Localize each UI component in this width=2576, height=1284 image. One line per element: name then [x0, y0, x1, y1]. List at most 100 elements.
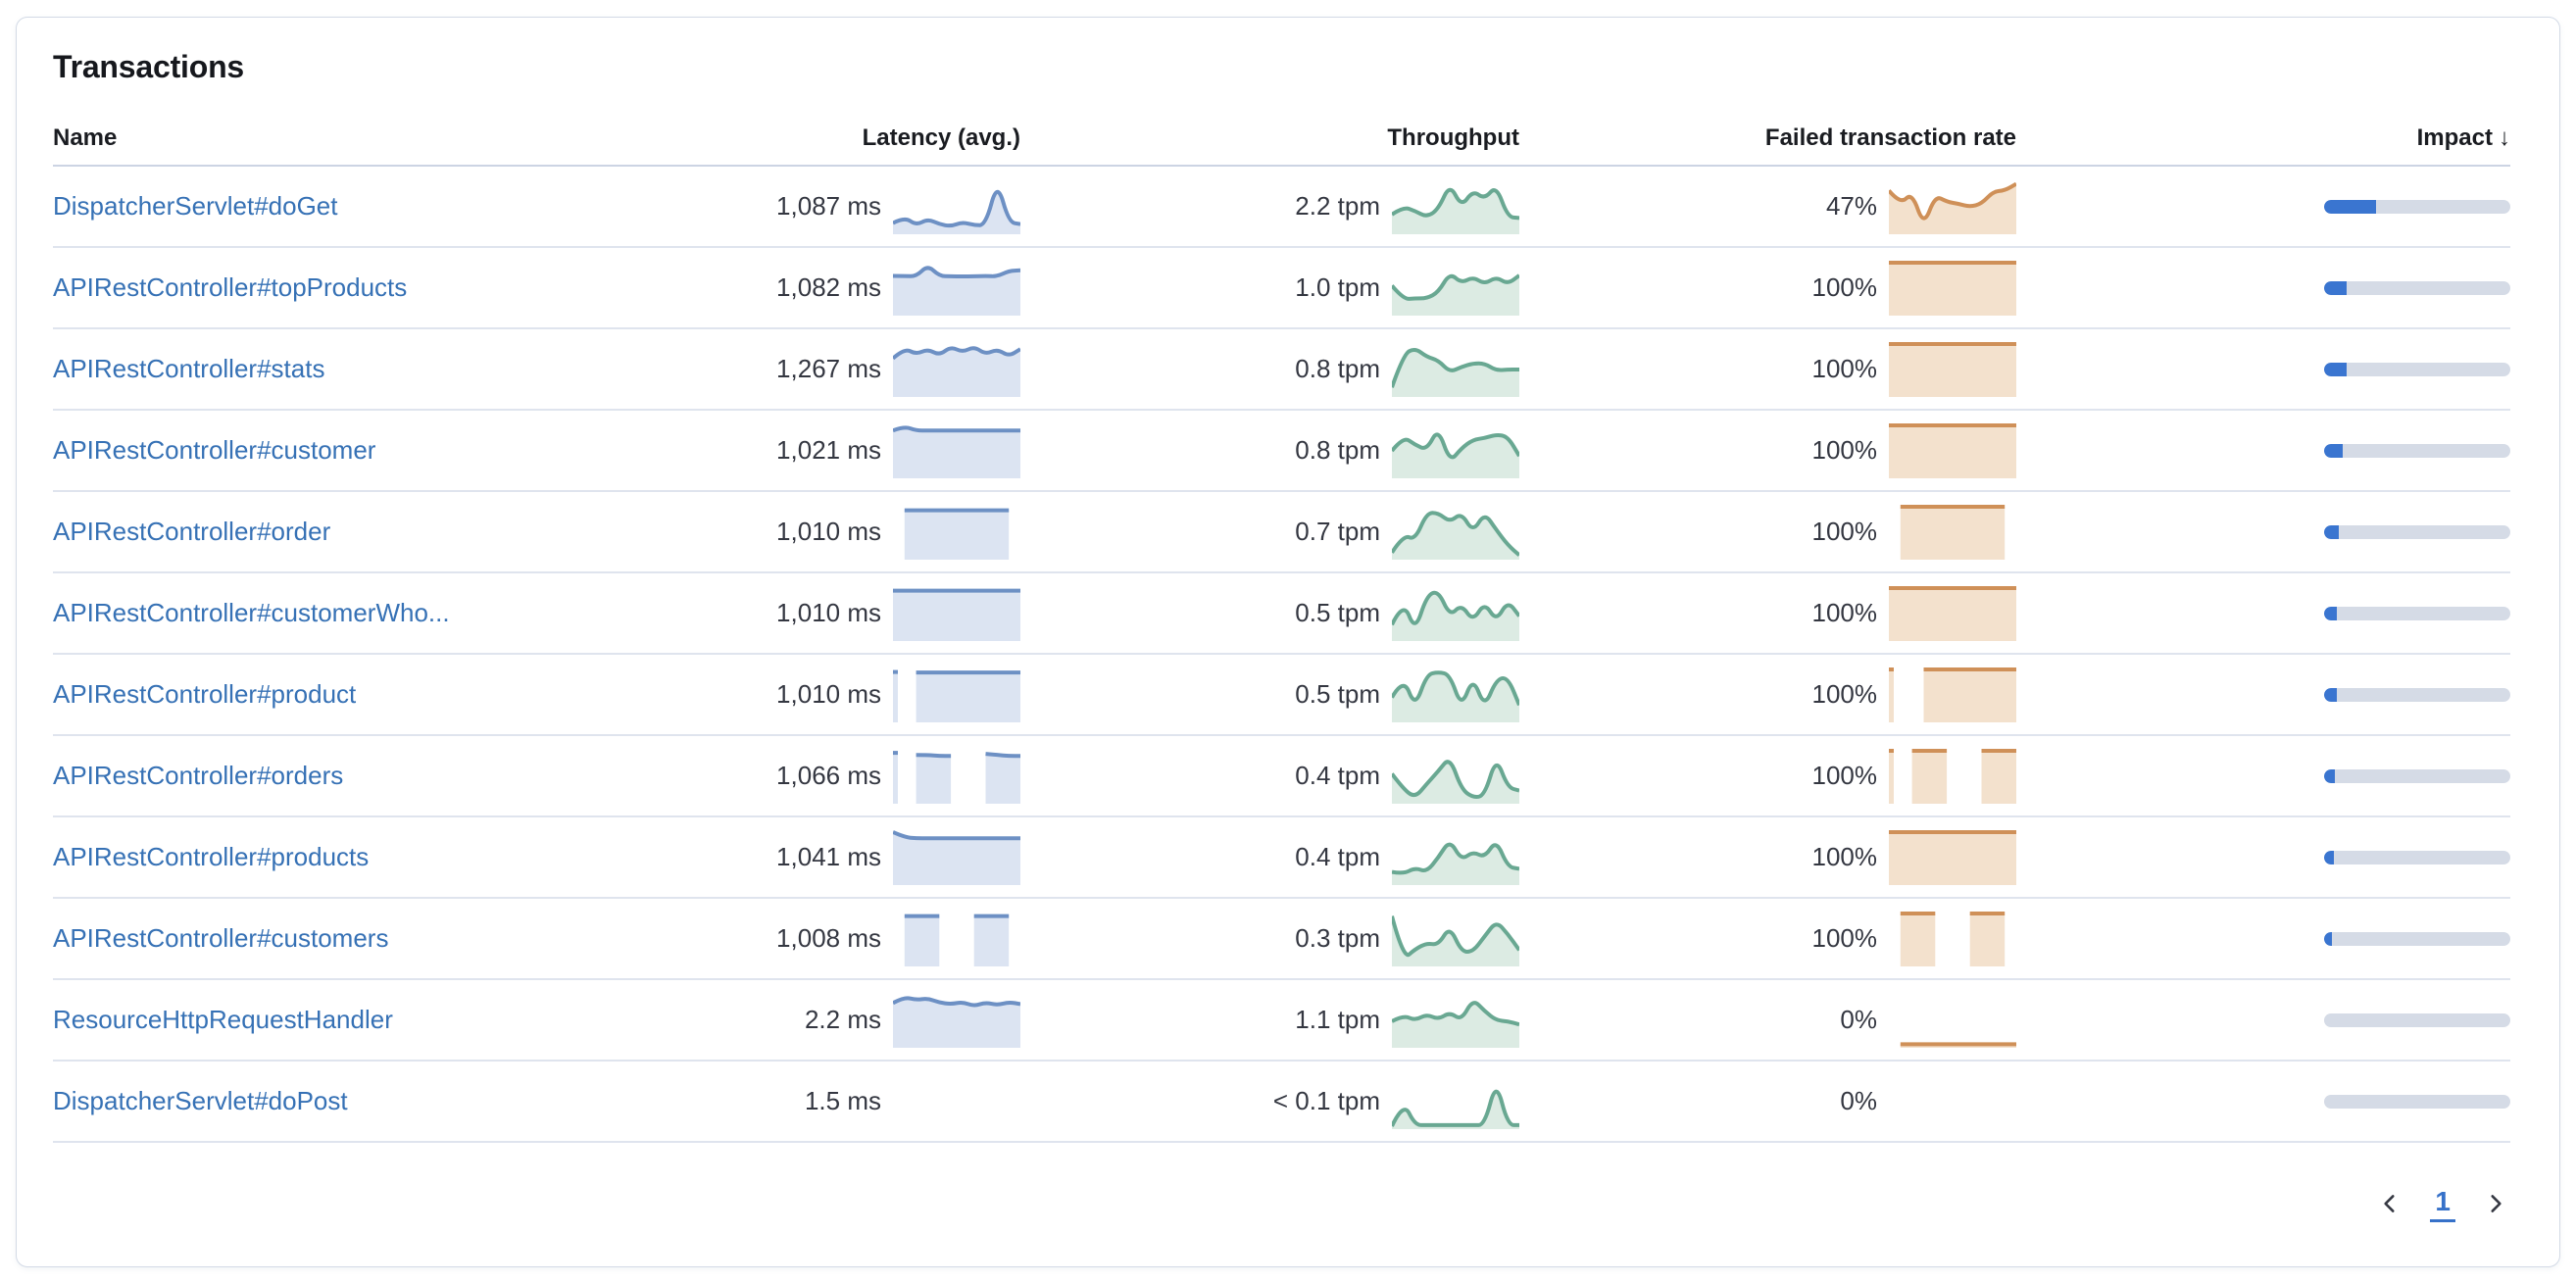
table-row: APIRestController#product 1,010 ms 0.5 tpm…	[53, 655, 2510, 736]
column-header-throughput[interactable]: Throughput	[1387, 124, 1519, 151]
failed-rate-sparkline	[1889, 341, 2016, 397]
transaction-link[interactable]: APIRestController#customer	[53, 435, 376, 465]
table-row: APIRestController#stats 1,267 ms 0.8 tpm 10…	[53, 329, 2510, 411]
impact-cell	[2016, 1012, 2510, 1027]
impact-cell	[2016, 199, 2510, 214]
table-body: DispatcherServlet#doGet 1,087 ms 2.2 tpm 47…	[53, 167, 2510, 1143]
failed-rate-value: 100%	[1811, 842, 1878, 871]
latency-cell: 1,010 ms	[640, 667, 1020, 722]
latency-cell: 1,010 ms	[640, 505, 1020, 560]
throughput-cell: 2.2 tpm	[1020, 179, 1520, 234]
failed-rate-value: 100%	[1811, 435, 1878, 465]
table-row: APIRestController#order 1,010 ms 0.7 tpm 10…	[53, 492, 2510, 573]
failed-rate-value: 0%	[1840, 1005, 1877, 1034]
table-header-row: Name Latency (avg.) Throughput Failed tr…	[53, 112, 2510, 167]
failed-rate-sparkline	[1889, 585, 2016, 641]
impact-bar	[2324, 687, 2510, 702]
transaction-link[interactable]: ResourceHttpRequestHandler	[53, 1005, 393, 1034]
throughput-sparkline	[1391, 993, 1520, 1048]
transaction-link[interactable]: APIRestController#order	[53, 517, 331, 546]
transaction-name-cell: APIRestController#product	[53, 679, 640, 710]
failed-rate-sparkline	[1889, 1074, 2016, 1129]
throughput-sparkline	[1390, 342, 1519, 397]
latency-cell: 1,087 ms	[640, 179, 1021, 234]
table-row: APIRestController#topProducts 1,082 ms 1.0…	[53, 248, 2510, 329]
impact-bar-fill	[2324, 443, 2343, 458]
latency-value: 1,010 ms	[776, 598, 881, 627]
transaction-link[interactable]: APIRestController#orders	[53, 761, 344, 790]
impact-bar	[2324, 280, 2510, 295]
impact-cell	[2016, 524, 2510, 539]
transaction-link[interactable]: APIRestController#stats	[53, 354, 325, 383]
failed-rate-sparkline	[1887, 179, 2017, 234]
throughput-sparkline	[1391, 830, 1520, 885]
transaction-name-cell: ResourceHttpRequestHandler	[53, 1005, 640, 1035]
column-header-name[interactable]: Name	[53, 124, 118, 151]
transaction-name-cell: APIRestController#customers	[53, 923, 640, 954]
impact-bar	[2324, 199, 2510, 214]
failed-rate-cell: 0%	[1519, 1074, 2016, 1129]
table-row: APIRestController#orders 1,066 ms 0.4 tpm 1…	[53, 736, 2510, 817]
column-header-latency[interactable]: Latency (avg.)	[862, 124, 1020, 151]
failed-rate-value: 100%	[1811, 598, 1878, 627]
latency-sparkline	[893, 667, 1020, 722]
latency-value: 2.2 ms	[804, 1005, 881, 1034]
failed-rate-cell: 100%	[1519, 829, 2016, 885]
sort-arrow-down-icon: ↓	[2499, 124, 2510, 151]
failed-rate-sparkline	[1889, 504, 2016, 560]
throughput-value: 0.4 tpm	[1295, 842, 1380, 871]
throughput-sparkline	[1390, 505, 1521, 560]
transaction-link[interactable]: APIRestController#product	[53, 679, 357, 709]
impact-bar	[2324, 524, 2510, 539]
table-row: DispatcherServlet#doGet 1,087 ms 2.2 tpm 47…	[53, 167, 2510, 248]
transaction-link[interactable]: APIRestController#customers	[53, 923, 389, 953]
latency-cell: 1,082 ms	[640, 261, 1021, 316]
latency-sparkline	[893, 912, 1020, 966]
latency-value: 1,008 ms	[776, 923, 881, 953]
throughput-value: 1.0 tpm	[1295, 272, 1380, 302]
column-header-impact[interactable]: Impact ↓	[2016, 124, 2510, 152]
latency-cell: 1.5 ms	[640, 1074, 1020, 1129]
latency-sparkline	[893, 1074, 1020, 1129]
table-row: APIRestController#customer 1,021 ms 0.8 tp…	[53, 411, 2510, 492]
impact-bar-fill	[2324, 280, 2347, 295]
chevron-left-icon	[2384, 1195, 2395, 1212]
latency-value: 1.5 ms	[804, 1086, 881, 1115]
transaction-link[interactable]: DispatcherServlet#doPost	[53, 1086, 348, 1115]
latency-cell: 1,021 ms	[640, 423, 1020, 478]
latency-value: 1,010 ms	[776, 679, 881, 709]
throughput-cell: 0.3 tpm	[1020, 912, 1521, 966]
transaction-link[interactable]: DispatcherServlet#doGet	[53, 191, 338, 221]
column-header-impact-label: Impact	[2416, 124, 2493, 151]
failed-rate-value: 0%	[1840, 1086, 1877, 1115]
latency-sparkline	[892, 586, 1020, 641]
failed-rate-cell: 0%	[1519, 993, 2016, 1048]
throughput-value: 0.8 tpm	[1295, 354, 1380, 383]
transaction-link[interactable]: APIRestController#products	[53, 842, 370, 871]
panel-title: Transactions	[53, 49, 245, 84]
failed-rate-cell: 100%	[1519, 585, 2016, 641]
throughput-value: 0.3 tpm	[1295, 923, 1380, 953]
throughput-sparkline	[1390, 261, 1521, 316]
throughput-value: 0.5 tpm	[1295, 598, 1380, 627]
failed-rate-value: 47%	[1825, 191, 1877, 221]
throughput-value: 2.2 tpm	[1295, 191, 1380, 221]
transaction-link[interactable]: APIRestController#customerWho...	[53, 598, 450, 627]
transaction-link[interactable]: APIRestController#topProducts	[53, 272, 408, 302]
failed-rate-cell: 100%	[1519, 911, 2016, 966]
impact-bar	[2324, 931, 2510, 946]
table-row: DispatcherServlet#doPost 1.5 ms < 0.1 tpm 0…	[53, 1062, 2510, 1143]
impact-bar-fill	[2324, 931, 2332, 946]
impact-bar-fill	[2324, 362, 2347, 376]
column-header-failed-rate[interactable]: Failed transaction rate	[1764, 124, 2016, 151]
page-number-1[interactable]: 1	[2430, 1186, 2455, 1222]
failed-rate-sparkline	[1889, 667, 2016, 722]
failed-rate-value: 100%	[1811, 923, 1878, 953]
transaction-name-cell: APIRestController#order	[53, 517, 640, 547]
throughput-cell: 0.5 tpm	[1020, 586, 1521, 641]
latency-cell: 1,041 ms	[640, 829, 1020, 885]
next-page-button[interactable]	[2481, 1189, 2510, 1218]
throughput-value: 0.7 tpm	[1295, 517, 1380, 546]
failed-rate-cell: 100%	[1519, 422, 2016, 478]
previous-page-button[interactable]	[2375, 1189, 2404, 1218]
